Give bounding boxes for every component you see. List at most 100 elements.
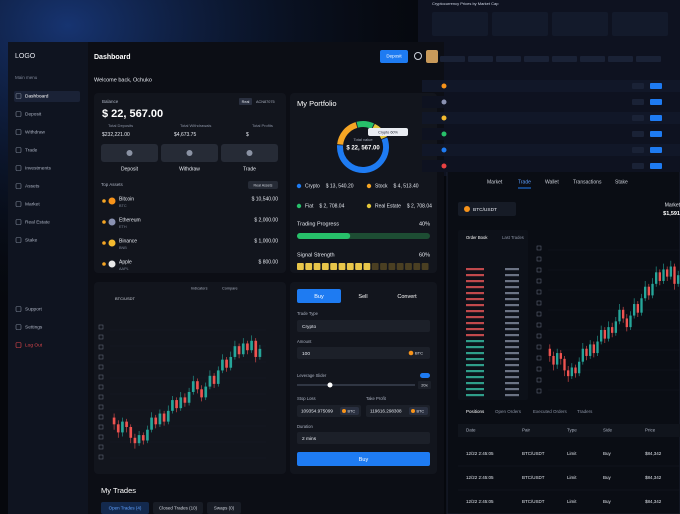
chart-indicators[interactable]: Indicators	[191, 287, 208, 291]
row-button[interactable]	[632, 131, 644, 137]
action-label[interactable]: Trade	[243, 166, 256, 172]
select-field[interactable]	[297, 320, 430, 332]
book-price	[466, 352, 484, 355]
deposit-button-label[interactable]: Deposit	[386, 54, 402, 59]
chart-tool	[98, 414, 104, 420]
row-button[interactable]	[632, 163, 644, 169]
menu-item[interactable]: Dashboard	[25, 93, 49, 99]
menu-item[interactable]: Log Out	[25, 342, 43, 348]
asset-filter-label[interactable]: Real Assets	[254, 183, 273, 187]
pair-selector[interactable]	[458, 202, 516, 216]
candle-body	[643, 286, 647, 299]
avatar[interactable]	[426, 50, 438, 63]
chart-compare[interactable]: Compare	[222, 287, 238, 291]
submit-button[interactable]	[297, 452, 430, 466]
signal-bars	[297, 263, 429, 270]
candle-body	[658, 272, 662, 281]
trades-tab-label[interactable]: Open Trades (4)	[109, 506, 142, 511]
trade-tab[interactable]: Convert	[397, 294, 417, 300]
menu-item[interactable]: Withdraw	[25, 129, 46, 135]
field-value: 119616.298308	[370, 409, 402, 414]
legend-swatch	[366, 203, 372, 209]
action-label[interactable]: Deposit	[121, 166, 139, 172]
chart-tool	[98, 334, 104, 340]
menu-item[interactable]: Investments	[25, 165, 51, 171]
menu-item[interactable]: Deposit	[25, 111, 42, 117]
sidebar	[8, 42, 88, 514]
field-value: Crypto	[302, 324, 316, 330]
row-button[interactable]	[632, 147, 644, 153]
candle-body	[552, 355, 555, 365]
positions-tab[interactable]: Traders	[577, 409, 593, 414]
tab-active[interactable]	[297, 289, 341, 303]
select-field[interactable]	[297, 432, 430, 444]
menu-item[interactable]: Real Estate	[25, 219, 50, 225]
row-button[interactable]	[650, 131, 662, 137]
candle-body	[116, 424, 120, 433]
positions-tab[interactable]: Positions	[466, 409, 485, 414]
stat-value: $232,221.00	[102, 132, 130, 138]
asset-filter[interactable]	[248, 181, 278, 189]
nav-item[interactable]: Trade	[518, 179, 531, 185]
book-size	[505, 346, 519, 349]
trades-tab[interactable]	[101, 502, 149, 514]
input-field[interactable]	[297, 347, 430, 359]
pair-label: BTC/USDT	[473, 207, 497, 213]
menu-item[interactable]: Settings	[25, 324, 43, 330]
submit-label[interactable]: Buy	[359, 457, 369, 463]
column-header: Price	[645, 428, 656, 433]
candle-body	[175, 400, 178, 409]
action-icon	[186, 150, 193, 156]
menu-item[interactable]: Market	[25, 201, 40, 207]
nav-item[interactable]: Transactions	[573, 179, 602, 185]
trades-tab[interactable]	[153, 502, 203, 514]
candle-body	[112, 417, 116, 425]
book-tab[interactable]: Order Book	[466, 235, 488, 240]
menu-icon	[15, 342, 22, 348]
positions-tab[interactable]: Open Orders	[495, 409, 522, 414]
favorite-star	[102, 241, 106, 245]
menu-item[interactable]: Trade	[25, 147, 38, 153]
column-header: Side	[603, 428, 613, 433]
positions-tab[interactable]: Executed Orders	[533, 409, 568, 414]
bell-icon[interactable]	[414, 52, 422, 60]
signal-segment	[396, 263, 404, 270]
row-button[interactable]	[650, 163, 662, 169]
row-button[interactable]	[650, 83, 662, 89]
book-price	[466, 370, 484, 373]
trades-tab[interactable]	[207, 502, 241, 514]
action-label[interactable]: Withdraw	[179, 166, 200, 172]
book-size	[505, 328, 519, 331]
menu-item[interactable]: Assets	[25, 183, 40, 189]
book-size	[505, 370, 519, 373]
row-button[interactable]	[632, 99, 644, 105]
deposit-button[interactable]	[380, 50, 408, 63]
candle-body	[577, 361, 581, 374]
book-tab[interactable]: Last Trades	[502, 235, 524, 240]
candle-body	[221, 359, 224, 371]
row-button[interactable]	[650, 115, 662, 121]
row-button[interactable]	[650, 99, 662, 105]
book-size	[505, 274, 519, 277]
leverage-toggle[interactable]	[420, 373, 430, 378]
row-button[interactable]	[650, 147, 662, 153]
nav-item[interactable]: Stake	[615, 179, 628, 185]
menu-item[interactable]: Stake	[25, 237, 38, 243]
chart-tool	[536, 278, 542, 284]
nav-item[interactable]: Market	[487, 179, 503, 185]
trade-tab[interactable]: Buy	[314, 294, 324, 300]
candle-body	[237, 346, 241, 355]
trades-tab-label[interactable]: Closed Trades (10)	[159, 506, 198, 511]
row-button[interactable]	[632, 115, 644, 121]
trades-tab-label[interactable]: Swaps (0)	[214, 506, 235, 511]
candle-body	[585, 348, 588, 356]
candle-body	[233, 346, 237, 357]
row-button[interactable]	[632, 83, 644, 89]
slider-thumb	[327, 382, 333, 388]
nav-item[interactable]: Wallet	[545, 179, 559, 185]
menu-item[interactable]: Support	[25, 306, 42, 312]
trade-tab[interactable]: Sell	[358, 294, 367, 300]
book-price	[466, 316, 484, 319]
book-price	[466, 286, 484, 289]
pair-icon	[464, 206, 470, 212]
